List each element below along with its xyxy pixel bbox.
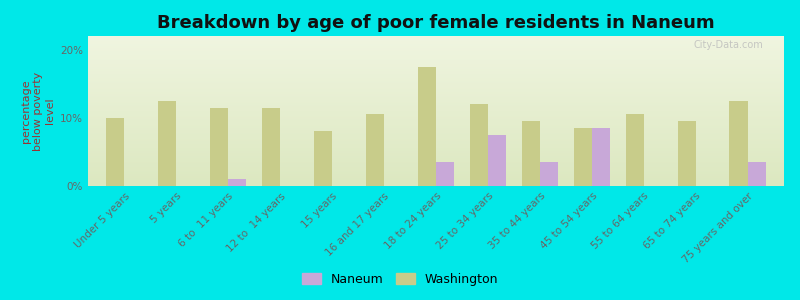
Bar: [592, 128, 610, 186]
Bar: [574, 128, 592, 186]
Bar: [626, 114, 644, 186]
Title: Breakdown by age of poor female residents in Naneum: Breakdown by age of poor female resident…: [157, 14, 715, 32]
Bar: [540, 162, 558, 186]
Bar: [106, 118, 124, 186]
Bar: [262, 108, 280, 186]
Bar: [488, 135, 506, 186]
Y-axis label: percentage
below poverty
level: percentage below poverty level: [22, 71, 54, 151]
Text: City-Data.com: City-Data.com: [694, 40, 763, 50]
Bar: [522, 121, 540, 186]
Bar: [436, 162, 454, 186]
Bar: [748, 162, 766, 186]
Bar: [418, 67, 436, 186]
Bar: [366, 114, 384, 186]
Legend: Naneum, Washington: Naneum, Washington: [297, 268, 503, 291]
Bar: [314, 131, 332, 186]
Bar: [470, 104, 488, 186]
Bar: [730, 101, 748, 186]
Bar: [158, 101, 176, 186]
Bar: [228, 179, 246, 186]
Bar: [678, 121, 696, 186]
Bar: [210, 108, 228, 186]
